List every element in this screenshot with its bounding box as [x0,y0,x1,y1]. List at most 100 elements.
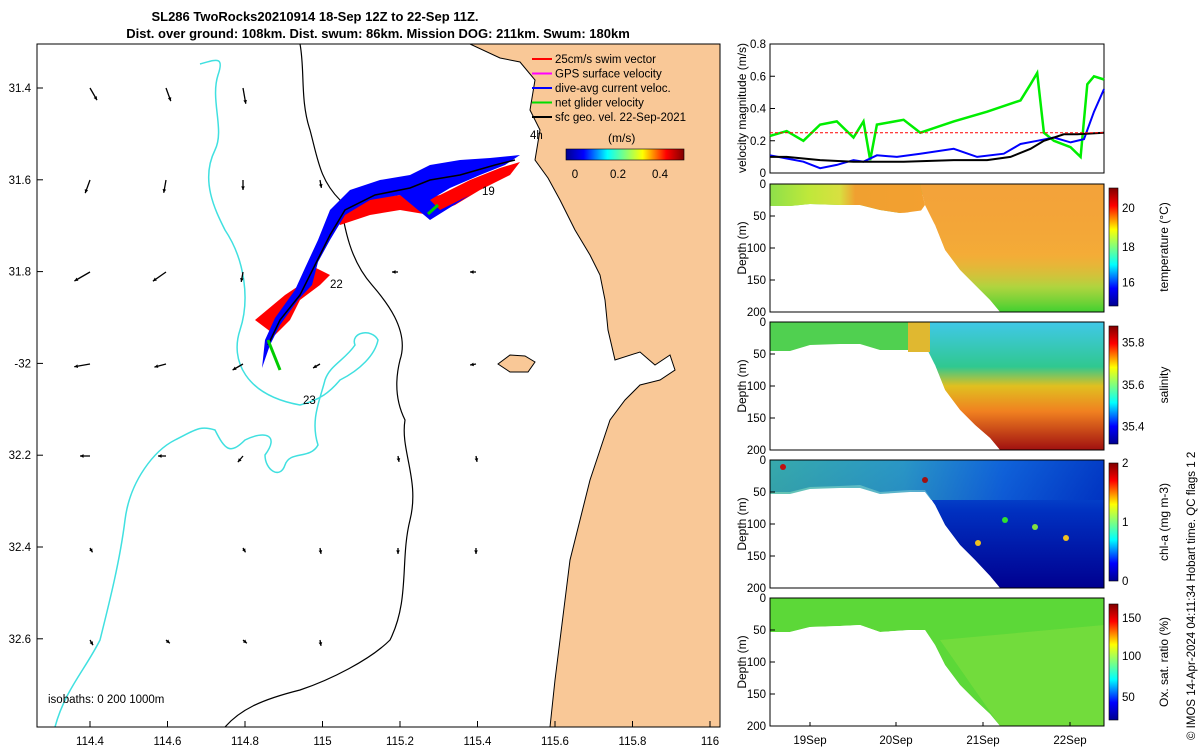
velocity-vector-head [154,364,159,368]
depth-ylabel: Depth (m) [735,359,749,412]
velocity-vector-head [167,97,172,102]
velocity-vector-head [242,548,246,553]
lon-tick-label: 115.8 [619,736,647,748]
depth-axes: 0 50 100 150 200 Depth (m) 0 50 100 150 200 Depth (… [735,179,775,733]
day-label-23: 23 [303,395,316,407]
depth-tick-label: 150 [747,551,766,563]
depth-tick-label: 100 [747,657,766,669]
depth-tick-label: 200 [747,307,766,319]
track-line [267,159,516,346]
depth-tick-label: 200 [747,583,766,595]
time-tick-label: 22Sep [1053,735,1086,747]
map-panel: 19 22 23 isobaths: 0 200 1000m 114.4 114.… [9,43,721,748]
velocity-series-line [770,131,1105,163]
net-glider-velocity-arrow-2 [426,203,440,216]
colorbar-tick-2: 0.4 [652,169,669,181]
depth-tick-label: 50 [753,487,766,499]
land-mass [469,44,720,727]
colorbar-tick-label: 2 [1122,458,1128,470]
lon-tick-label: 114.8 [231,736,259,748]
legend-label: sfc geo. vel. 22-Sep-2021 [555,112,686,124]
velocity-vector-head [152,277,157,282]
section-colorbar [1108,187,1119,307]
velocity-vector-head [74,364,79,368]
day-label-19: 19 [482,186,495,198]
colorbar-tick-label: 50 [1122,692,1135,704]
depth-tick-label: 0 [760,593,766,605]
time-label: 4h [530,130,543,142]
lat-tick-label: 32.2 [9,450,31,462]
velocity-lines [769,69,1105,170]
credit-text: © IMOS 14-Apr-2024 04:11:34 Hobart time.… [1186,452,1198,740]
lon-tick-label: 115.2 [386,736,414,748]
velocity-vector-head [242,639,247,644]
depth-tick-label: 50 [753,349,766,361]
depth-ylabel: Depth (m) [735,497,749,550]
velocity-y-tick-label: 0.2 [750,136,766,148]
velocity-y-tick-label: 0 [760,168,766,180]
salinity-section [769,321,1105,451]
velocity-series-line [769,69,1105,161]
section-colorbar [1108,325,1119,445]
velocity-vector-head [162,188,167,193]
colorbar-tick-label: 100 [1122,651,1141,663]
colorbar-tick-label: 150 [1122,613,1141,625]
depth-ylabel: Depth (m) [735,635,749,688]
lat-tick-label: 31.6 [9,175,31,187]
depth-tick-label: 50 [753,625,766,637]
depth-tick-label: 0 [760,455,766,467]
depth-tick-label: 50 [753,211,766,223]
surface-velocity-vectors [74,87,479,647]
colorbar-tick-label: 18 [1122,242,1135,254]
velocity-vector-head [470,362,474,367]
velocity-vector-head [158,454,162,458]
lon-tick-label: 114.4 [76,736,105,748]
temperature-section [769,183,1105,313]
velocity-series-line [769,88,1105,170]
colorbar-tick-label: 1 [1122,517,1128,529]
figure-title-line2: Dist. over ground: 108km. Dist. swum: 86… [126,26,630,41]
map-lon-axis: 114.4 114.6 114.8 115 115.2 115.4 115.6 115.8 11… [76,721,719,748]
legend-label: net glider velocity [555,98,644,110]
chla-section [769,459,1105,589]
map-legend: 25cm/s swim vector GPS surface velocity di… [532,54,686,124]
time-tick-label: 20Sep [879,735,912,747]
colorbar-label: Ox. sat. ratio (%) [1157,617,1171,707]
map-frame [36,43,721,728]
colorbar-label: temperature (°C) [1157,202,1171,292]
legend-label: dive-avg current veloc. [555,83,671,95]
time-tick-label: 19Sep [793,735,826,747]
velocity-vector-head [237,458,242,463]
velocity-vector-head [241,186,245,190]
oxygen-section [769,597,1105,727]
velocity-ylabel: velocity magnitude (m/s) [735,43,749,173]
colorbar-unit: (m/s) [608,131,635,145]
depth-tick-label: 200 [747,445,766,457]
island [497,354,536,373]
velocity-vector-head [74,277,79,281]
velocity-vector-head [313,364,318,368]
lat-tick-label: 32.6 [9,634,31,646]
depth-tick-label: 150 [747,689,766,701]
velocity-y-axis: 0 0.2 0.4 0.6 0.8 [750,39,775,180]
lon-tick-label: 115 [313,736,331,748]
colorbar-tick-label: 35.8 [1122,338,1144,350]
day-label-22: 22 [330,279,343,291]
velocity-panel: 0 0.2 0.4 0.6 0.8 velocity magnitude (m/s) [735,39,1105,180]
velocity-vector-head [93,96,97,101]
track-current-vectors [262,155,520,368]
velocity-y-tick-label: 0.8 [750,39,766,51]
velocity-vector-head [318,184,323,188]
track-swim-vectors [255,162,520,335]
time-axis: 19Sep 20Sep 21Sep 22Sep [793,722,1087,747]
lon-tick-label: 116 [701,736,719,748]
velocity-vector-head [474,550,478,554]
velocity-vector-head [396,458,401,462]
colorbar-tick-1: 0.2 [610,169,626,181]
velocity-y-tick-label: 0.6 [750,71,766,83]
depth-tick-label: 200 [747,721,766,733]
depth-tick-label: 0 [760,317,766,329]
lat-tick-label: 32.4 [9,542,32,554]
